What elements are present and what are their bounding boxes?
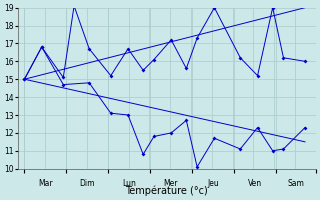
Text: Sam: Sam (287, 179, 304, 188)
Text: Dim: Dim (79, 179, 95, 188)
X-axis label: Température (°c): Température (°c) (125, 185, 208, 196)
Text: Lun: Lun (122, 179, 136, 188)
Text: Mer: Mer (164, 179, 178, 188)
Text: Mar: Mar (38, 179, 53, 188)
Text: Jeu: Jeu (207, 179, 219, 188)
Text: Ven: Ven (248, 179, 262, 188)
